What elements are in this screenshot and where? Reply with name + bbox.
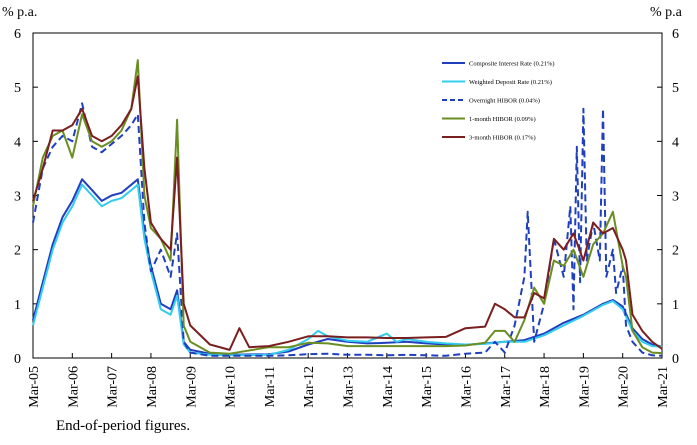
y-axis-right: 0 1 2 3 4 5 6	[657, 27, 679, 367]
y-tick-label-right: 3	[672, 190, 679, 205]
series-line-3	[32, 102, 663, 357]
y-axis-left-unit: % p.a.	[2, 5, 37, 20]
x-tick-label: Mar-17	[499, 366, 514, 408]
y-tick-label-left: 3	[14, 190, 21, 205]
x-tick-label: Mar-15	[420, 366, 435, 408]
x-tick-label: Mar-12	[302, 366, 317, 408]
x-tick-label: Mar-09	[184, 366, 199, 408]
footnote: End-of-period figures.	[56, 418, 191, 434]
legend-label: 1-month HIBOR (0.09%)	[469, 116, 536, 123]
y-tick-label-left: 6	[14, 27, 21, 42]
y-tick-label-right: 1	[672, 298, 679, 313]
y-tick-label-right: 2	[672, 244, 679, 259]
legend-label: Composite Interest Rate (0.21%)	[469, 61, 555, 68]
y-tick-label-right: 4	[672, 135, 679, 150]
y-tick-label-left: 4	[14, 135, 21, 150]
x-tick-label: Mar-07	[106, 366, 121, 408]
x-tick-label: Mar-08	[145, 366, 160, 408]
legend-label: Overnight HIBOR (0.04%)	[469, 98, 540, 105]
y-tick-label-left: 2	[14, 244, 21, 259]
y-tick-label-right: 0	[672, 352, 679, 367]
x-tick-label: Mar-20	[617, 366, 632, 408]
x-tick-label: Mar-18	[538, 366, 553, 408]
legend-label: Weighted Deposit Rate (0.21%)	[469, 79, 552, 86]
y-tick-label-left: 0	[14, 352, 21, 367]
plot-frame	[32, 32, 663, 359]
x-tick-label: Mar-16	[459, 366, 474, 408]
x-tick-label: Mar-14	[381, 366, 396, 408]
y-axis-right-unit: % p.a	[650, 5, 683, 20]
y-tick-label-right: 6	[672, 27, 679, 42]
x-tick-label: Mar-10	[224, 366, 239, 408]
series-line-1	[32, 178, 663, 356]
x-tick-label: Mar-11	[263, 366, 278, 407]
series-line-4	[32, 59, 663, 355]
x-tick-label: Mar-19	[577, 366, 592, 408]
x-tick-label: Mar-05	[27, 366, 42, 408]
series-lines	[32, 59, 663, 357]
x-axis: Mar-05 Mar-06 Mar-07 Mar-08 Mar-09 Mar-10 Mar-…	[27, 353, 671, 408]
legend: Composite Interest Rate (0.21%) Weighted …	[442, 61, 555, 142]
series-line-5	[32, 75, 663, 351]
legend-label: 3-month HIBOR (0.17%)	[469, 135, 536, 142]
x-tick-label: Mar-06	[66, 366, 81, 408]
x-tick-label: Mar-21	[656, 366, 671, 408]
series-line-2	[32, 183, 663, 357]
y-tick-label-left: 1	[14, 298, 21, 313]
x-tick-label: Mar-13	[342, 366, 357, 408]
y-tick-label-right: 5	[672, 81, 679, 96]
y-tick-label-left: 5	[14, 81, 21, 96]
